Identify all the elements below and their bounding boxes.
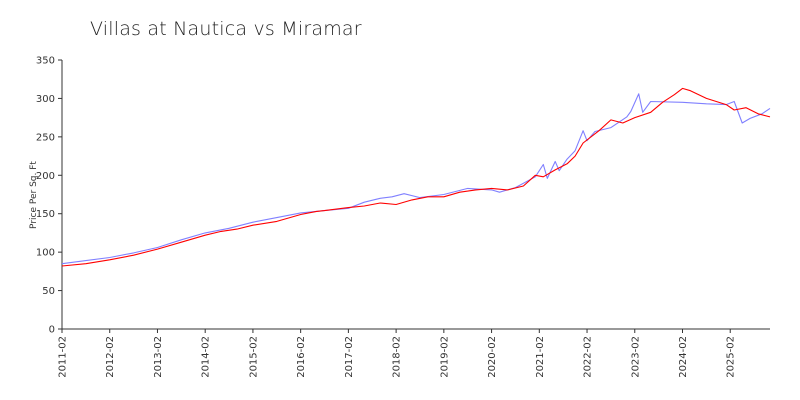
y-tick-label: 0 <box>49 325 55 336</box>
x-tick-label: 2019-02 <box>439 336 450 378</box>
x-tick-label: 2018-02 <box>392 336 403 378</box>
x-tick-label: 2021-02 <box>535 336 546 378</box>
x-tick-label: 2025-02 <box>726 336 737 378</box>
y-axis-label: Price Per Sq. Ft <box>29 161 39 229</box>
y-tick-label: 100 <box>36 248 55 259</box>
chart-series <box>61 87 771 267</box>
x-tick-label: 2022-02 <box>583 336 594 378</box>
x-tick-label: 2011-02 <box>58 336 69 378</box>
x-tick-label: 2012-02 <box>105 336 116 378</box>
y-tick-label: 50 <box>42 286 55 297</box>
x-tick-label: 2014-02 <box>201 336 212 378</box>
x-tick-label: 2020-02 <box>487 336 498 378</box>
x-tick-label: 2015-02 <box>248 336 259 378</box>
series-line-1 <box>61 93 771 265</box>
x-tick-label: 2023-02 <box>630 336 641 378</box>
y-tick-label: 150 <box>36 209 55 220</box>
x-tick-label: 2024-02 <box>678 336 689 378</box>
y-tick-label: 250 <box>36 132 55 143</box>
series-line-2 <box>61 87 771 267</box>
x-tick-label: 2013-02 <box>153 336 164 378</box>
y-tick-label: 350 <box>36 56 55 67</box>
x-tick-label: 2016-02 <box>296 336 307 378</box>
y-tick-label: 300 <box>36 94 55 105</box>
y-tick-label: 200 <box>36 171 55 182</box>
chart-axes: 0 50 100 150 200 250 300 350 2011-02 2012-02 2013-… <box>36 56 770 378</box>
x-tick-label: 2017-02 <box>344 336 355 378</box>
chart-title: Villas at Nautica vs Miramar <box>90 18 362 40</box>
